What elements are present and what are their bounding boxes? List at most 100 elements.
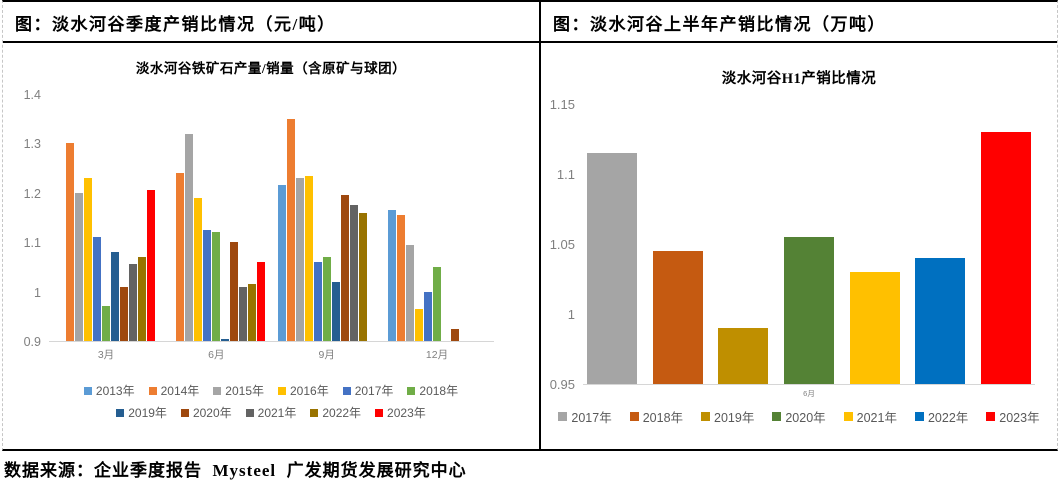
bar-2016年-3月 [84,177,92,341]
legend-item-2013年: 2013年 [83,382,135,399]
bar-2019年-9月 [331,281,340,341]
bar-2018年-12月 [432,266,441,341]
bar-slot [432,266,441,341]
left-chart-cell: 淡水河谷铁矿石产量/销量（含原矿与球团） 1.4 1.3 1.2 1.1 1 0.9 3月… [3,43,541,449]
bar-slot [322,257,331,341]
chart-title: 淡水河谷铁矿石产量/销量（含原矿与球团） [135,61,407,76]
bar-2014年-9月 [286,118,295,341]
bar-2019年-3月 [111,252,119,341]
bar-2021年-6月 [849,272,900,384]
bar-2014年-6月 [176,173,185,341]
bar-2021年-9月 [349,205,358,341]
bar-group: 6月 [583,105,1035,398]
legend-label: 2018年 [419,384,459,398]
bar-slot [286,118,295,341]
x-axis-category-label: 6月 [208,349,225,361]
y-axis-tick-label: 1.4 [23,88,41,102]
bar-2020年-6月 [783,237,834,384]
bar-slot [414,308,423,341]
legend-item-2019年: 2019年 [116,404,167,421]
chart-legend: 2017年 2018年 2019年 2020年 2021年 2022年 2023年 [541,407,1057,426]
bar-2015年-9月 [295,177,304,341]
bar-slot [396,215,405,341]
legend-label: 2020年 [192,406,232,420]
bar-slot [176,173,185,341]
bar-slot [239,286,248,341]
legend-item-2020年: 2020年 [772,407,826,426]
bar-slot [84,177,92,341]
legend-label: 2018年 [642,411,684,425]
y-axis: 1.15 1.1 1.05 1 0.95 [541,98,583,392]
legend-swatch-icon [772,412,782,421]
bar-2013年-12月 [387,210,396,341]
legend-item-2015年: 2015年 [213,382,264,399]
legend-item-2021年: 2021年 [843,407,897,426]
bar-2016年-9月 [304,175,313,341]
legend-swatch-icon [116,408,125,417]
bar-slot [248,284,257,341]
bar-2021年-3月 [129,264,137,341]
x-axis-category-label: 9月 [318,349,335,361]
bar-slot [257,261,266,341]
bar-2017年-3月 [93,237,101,341]
y-axis-tick-label: 1.3 [23,137,41,152]
bar-slot [718,328,769,384]
bar-slot [915,258,966,384]
h1-ratio-chart: 淡水河谷H1产销比情况 1.15 1.1 1.05 1 0.95 6月 2017年 201… [541,67,1057,426]
legend-item-2023年: 2023年 [375,404,426,421]
bar-slot [423,291,432,341]
bar-slot [387,210,396,341]
legend-item-2019年: 2019年 [701,407,754,426]
bar-2014年-12月 [396,215,405,341]
y-axis-tick-label: 1 [34,285,41,300]
legend-swatch-icon [245,408,254,417]
bar-slot [93,237,101,341]
legend-swatch-icon [701,412,711,421]
bar-slot [221,338,230,341]
legend-item-2022年: 2022年 [310,404,361,421]
y-axis-tick-label: 1.1 [556,167,575,182]
legend-swatch-icon [213,386,222,395]
bar-slot [111,252,119,341]
bar-group: 6月 [167,95,266,361]
bar-slot [194,197,203,341]
left-figure-caption: 图：淡水河谷季度产销比情况（元/吨） [3,2,541,43]
chart-legend: 2013年 2014年 2015年 2016年 2017年 2018年 2019年 2020年… [50,382,492,421]
right-chart-cell: 淡水河谷H1产销比情况 1.15 1.1 1.05 1 0.95 6月 2017年 201… [541,43,1057,449]
y-axis: 1.4 1.3 1.2 1.1 1 0.9 [3,88,49,349]
legend-swatch-icon [986,412,996,421]
legend-item-2017年: 2017年 [558,407,612,426]
bar-2016年-6月 [194,197,203,341]
figure-table: 图：淡水河谷季度产销比情况（元/吨） 图：淡水河谷上半年产销比情况（万吨） 淡水… [2,0,1058,451]
y-axis-tick-label: 0.9 [23,335,41,349]
bar-slot [405,244,414,341]
plot-row: 1.4 1.3 1.2 1.1 1 0.9 3月 6月 9月 12月 [3,88,539,361]
quarterly-ratio-chart: 淡水河谷铁矿石产量/销量（含原矿与球团） 1.4 1.3 1.2 1.1 1 0.9 3月… [3,57,539,421]
y-axis-tick-label: 1.15 [549,97,575,112]
y-axis-tick-label: 1.2 [23,186,41,201]
bar-slot [203,229,212,341]
bar-slot [358,212,367,341]
bar-slot [185,133,194,341]
legend-label: 2013年 [95,384,135,398]
bar-slot [75,192,83,341]
legend-label: 2017年 [354,384,394,398]
bar-2023年-6月 [257,261,266,341]
bar-slot [102,306,110,341]
legend-item-2022年: 2022年 [914,407,968,426]
bar-2021年-6月 [239,286,248,341]
legend-swatch-icon [83,386,92,395]
bar-2017年-12月 [423,291,432,341]
bar-slot [277,185,286,341]
bar-slot [304,175,313,341]
legend-label: 2016年 [290,384,329,398]
bar-group: 12月 [387,95,486,361]
bar-2018年-6月 [212,232,221,341]
bar-2018年-3月 [102,306,110,341]
legend-label: 2017年 [571,411,612,425]
bar-slot [295,177,304,341]
bar-2019年-6月 [718,328,769,384]
bar-slot [230,242,239,341]
legend-label: 2022年 [322,406,362,420]
x-axis-category-label: 12月 [425,349,449,361]
